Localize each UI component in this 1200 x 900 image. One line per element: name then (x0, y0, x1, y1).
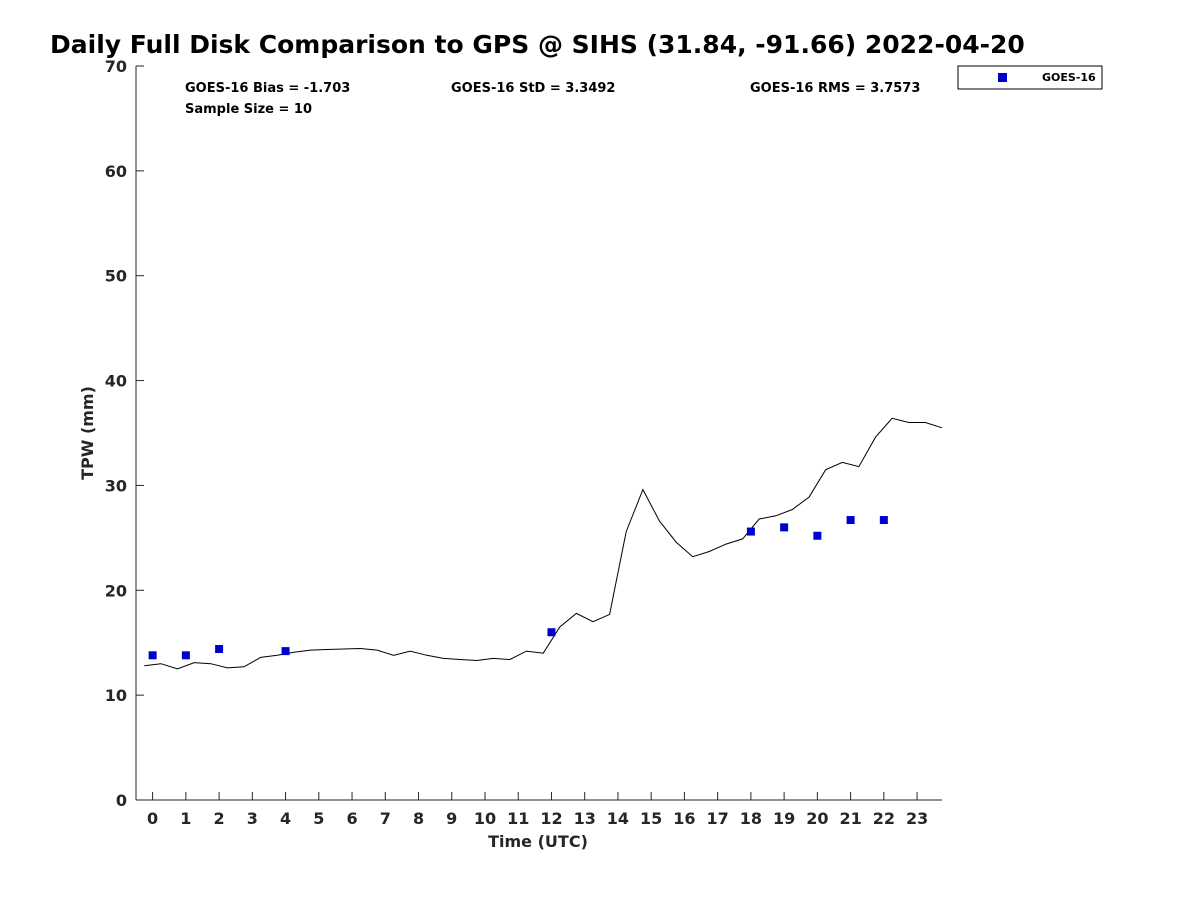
sample-size-stat: Sample Size = 10 (185, 102, 312, 117)
legend-box (957, 65, 1103, 90)
goes16-data-point (281, 647, 290, 656)
goes16-data-point (780, 523, 789, 532)
x-tick-label: 21 (839, 809, 861, 828)
x-tick-label: 1 (180, 809, 191, 828)
goes16-data-point (746, 527, 755, 536)
y-axis-ticks: 0 10 20 30 40 50 60 70 (105, 57, 144, 810)
bias-stat: GOES-16 Bias = -1.703 (185, 81, 350, 96)
x-tick-label: 8 (413, 809, 424, 828)
y-tick-label: 30 (105, 476, 127, 495)
x-tick-label: 23 (906, 809, 928, 828)
line-series (144, 417, 943, 670)
x-tick-label: 3 (247, 809, 258, 828)
x-tick-label: 9 (446, 809, 457, 828)
legend-marker (998, 73, 1007, 82)
x-tick-label: 14 (607, 809, 629, 828)
x-tick-label: 18 (740, 809, 762, 828)
axes (135, 66, 942, 801)
x-tick-label: 20 (806, 809, 828, 828)
y-tick-label: 60 (105, 162, 127, 181)
y-tick-label: 70 (105, 57, 127, 76)
y-tick-label: 20 (105, 581, 127, 600)
x-tick-label: 17 (707, 809, 729, 828)
x-tick-label: 13 (574, 809, 596, 828)
x-axis-ticks: 0 1 2 3 4 5 6 7 8 9 10 11 12 13 14 15 16 17 18 19 20 21 22 23 (147, 792, 928, 828)
goes16-data-point (215, 645, 224, 654)
x-tick-label: 2 (214, 809, 225, 828)
legend: GOES-16 (957, 65, 1103, 90)
x-tick-label: 5 (313, 809, 324, 828)
x-tick-label: 6 (346, 809, 357, 828)
goes16-data-point (148, 651, 157, 660)
y-tick-label: 40 (105, 372, 127, 391)
y-tick-label: 0 (116, 791, 127, 810)
x-tick-label: 22 (873, 809, 895, 828)
rms-stat: GOES-16 RMS = 3.7573 (750, 81, 920, 96)
x-tick-label: 19 (773, 809, 795, 828)
goes16-data-point (846, 516, 855, 525)
goes16-data-point (181, 651, 190, 660)
std-stat: GOES-16 StD = 3.3492 (451, 81, 615, 96)
chart-title: Daily Full Disk Comparison to GPS @ SIHS… (50, 30, 1025, 59)
legend-label: GOES-16 (1042, 71, 1096, 84)
gps-tpw-line (144, 417, 943, 670)
goes16-data-point (547, 628, 556, 637)
y-tick-label: 50 (105, 267, 127, 286)
x-tick-label: 16 (673, 809, 695, 828)
x-tick-label: 0 (147, 809, 158, 828)
y-axis-label: TPW (mm) (78, 386, 97, 480)
x-tick-label: 7 (380, 809, 391, 828)
marker-series (148, 516, 888, 660)
x-tick-label: 11 (507, 809, 529, 828)
x-tick-label: 10 (474, 809, 496, 828)
y-tick-label: 10 (105, 686, 127, 705)
goes16-data-point (879, 516, 888, 525)
x-tick-label: 4 (280, 809, 291, 828)
x-axis-label: Time (UTC) (488, 832, 588, 851)
x-tick-label: 15 (640, 809, 662, 828)
x-tick-label: 12 (540, 809, 562, 828)
goes16-data-point (813, 531, 822, 540)
